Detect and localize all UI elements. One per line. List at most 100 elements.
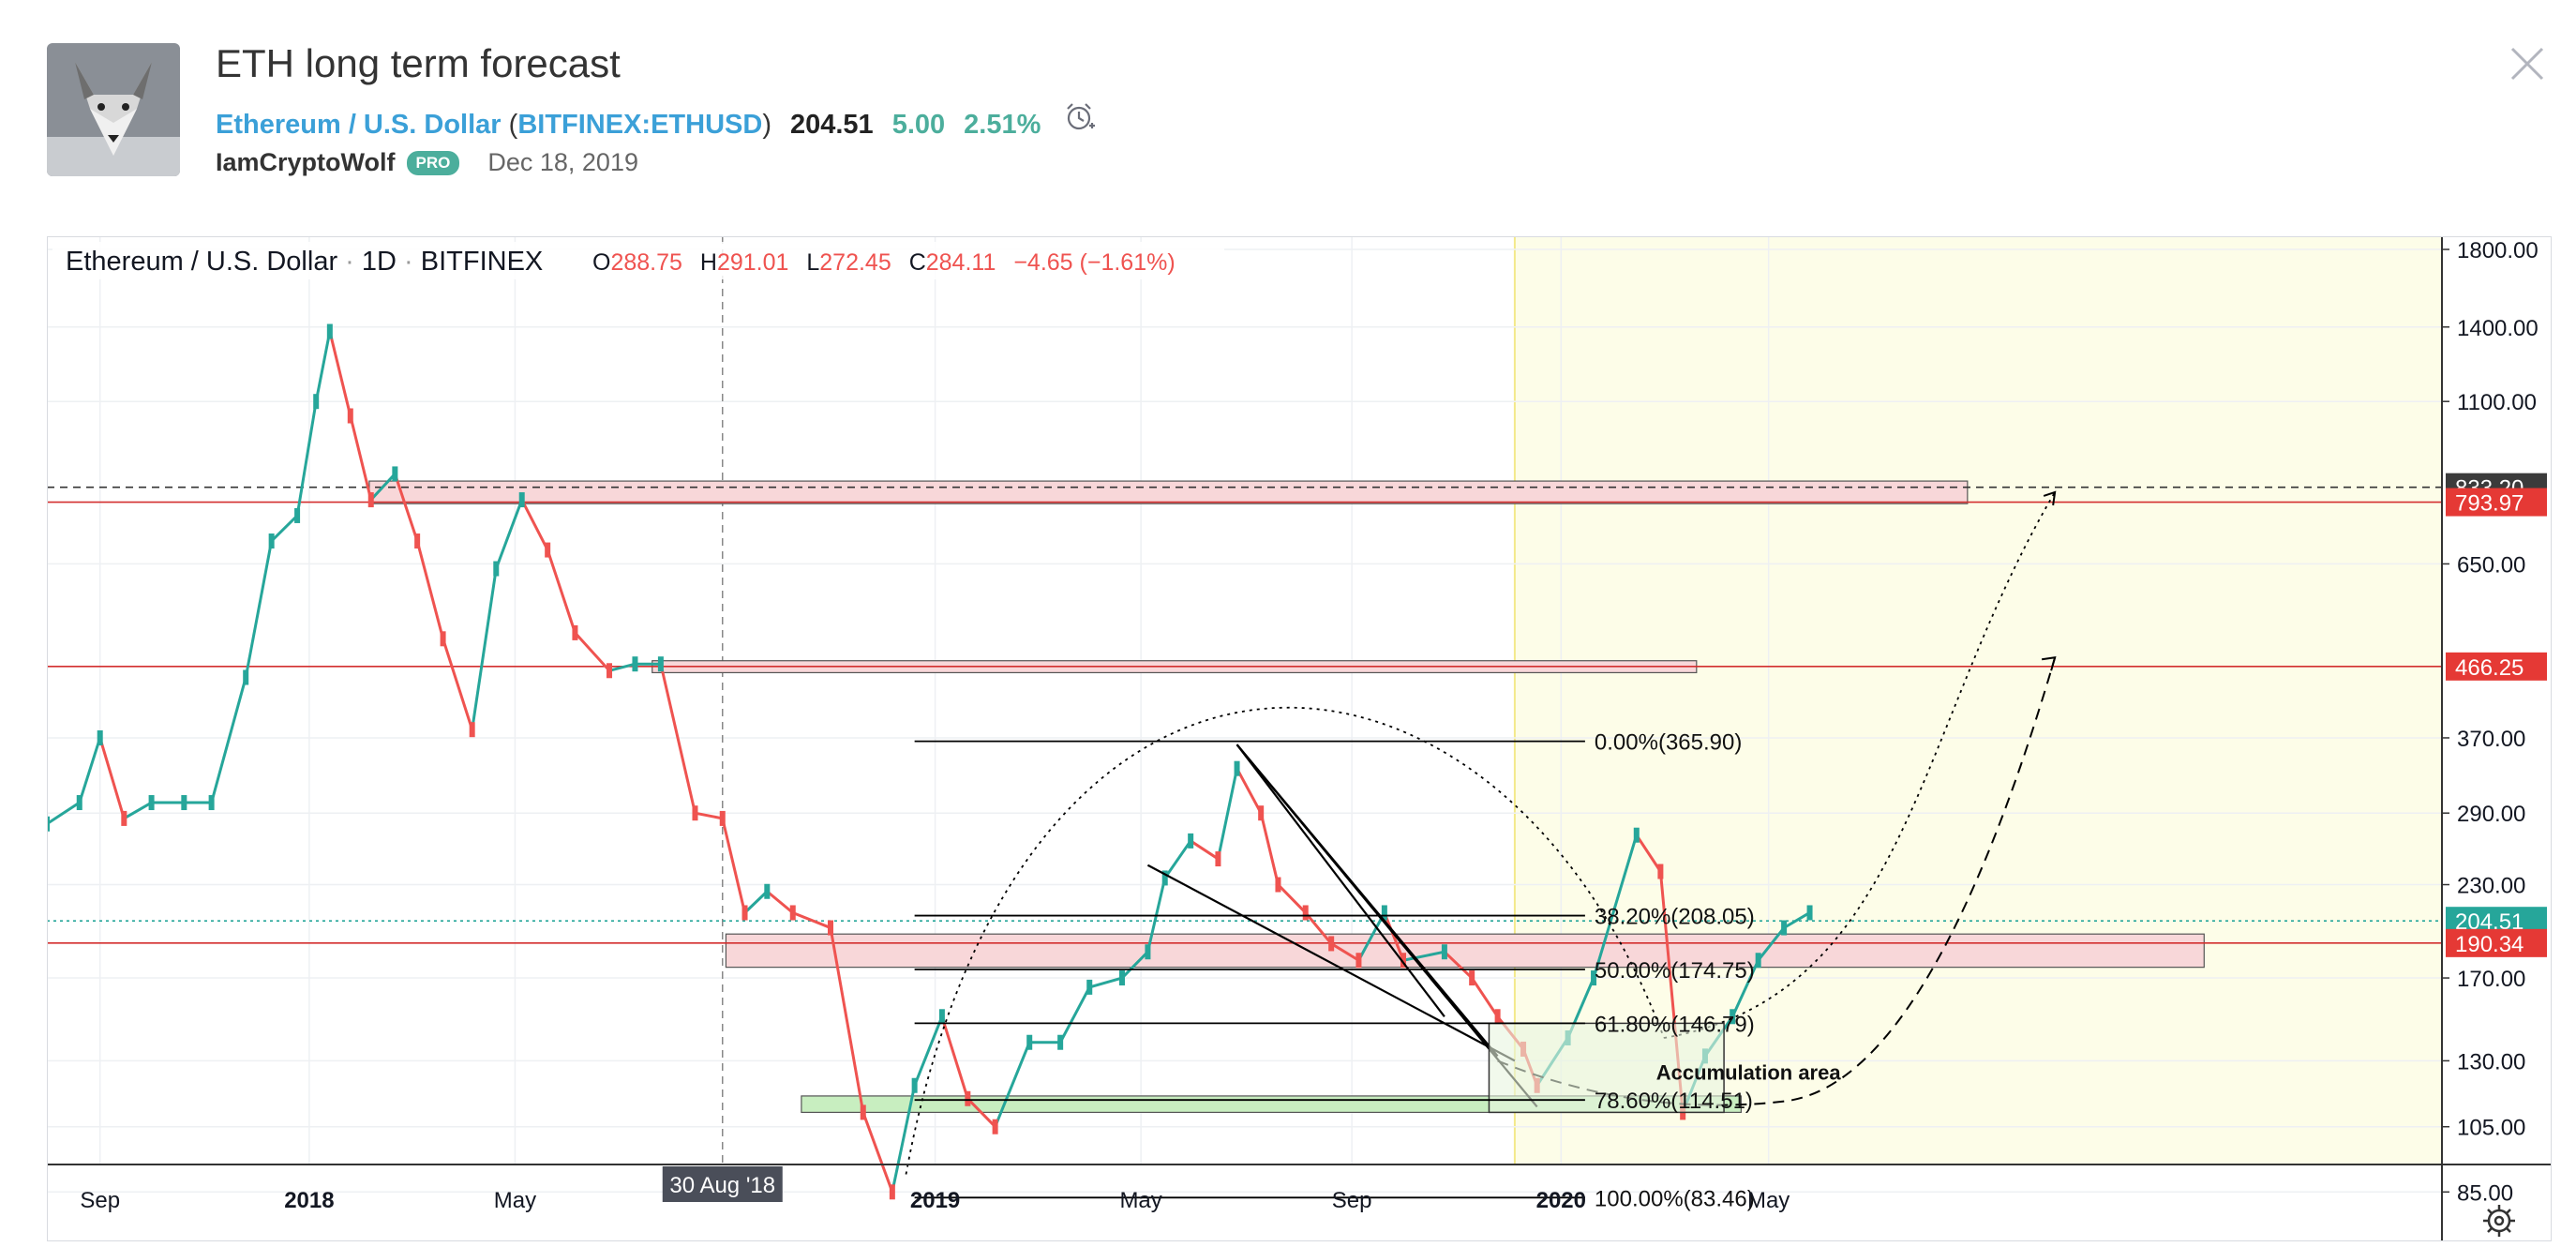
price-tag [2446, 488, 2547, 517]
y-tick-label: 130.00 [2457, 1049, 2525, 1074]
candle [1755, 953, 1761, 969]
legend-low: 272.45 [819, 249, 891, 276]
candle [268, 533, 275, 549]
chart-container[interactable]: Accumulation area 0.00%(365.90) 38.20%(20… [44, 235, 2553, 1247]
price-segment [1383, 911, 1405, 961]
candle [1086, 979, 1093, 995]
candle [414, 533, 421, 549]
candle [1400, 953, 1406, 969]
price-segment [369, 473, 397, 502]
price-tag [2446, 928, 2547, 957]
price-segment [1236, 767, 1263, 814]
candle [243, 669, 249, 685]
candle [1188, 833, 1194, 849]
candle [208, 795, 215, 811]
candle [607, 663, 613, 679]
candle [493, 561, 500, 577]
price-segment [1730, 959, 1760, 1017]
zone-support-190 [725, 933, 2205, 969]
svg-text:O288.75 H291.01: O288.75 H291.01 L272.45 C284.11 −4.65 (−… [592, 249, 1176, 276]
legend-interval: 1D [362, 247, 397, 277]
legend-symbol: Ethereum / U.S. Dollar [66, 247, 337, 277]
price-segment [1783, 911, 1811, 929]
legend-exchange: BITFINEX [421, 247, 544, 277]
alarm-clock-icon[interactable] [1063, 101, 1097, 141]
price-segment [314, 331, 332, 402]
candle [860, 1104, 866, 1120]
candle [181, 795, 187, 811]
candle [1026, 1034, 1033, 1050]
fib-level-label: 78.60%(114.51) [1595, 1089, 1753, 1114]
price-segment [1330, 942, 1360, 962]
idea-title: ETH long term forecast [216, 41, 621, 85]
author-row: IamCryptoWolf PRO Dec 18, 2019 [216, 148, 638, 177]
price-chart[interactable]: Accumulation area 0.00%(365.90) 38.20%(20… [44, 235, 2553, 1247]
symbol-name[interactable]: Ethereum / U.S. Dollar [216, 110, 502, 140]
candle [392, 466, 398, 482]
fib-level-label: 100.00%(83.46) [1595, 1186, 1755, 1211]
candle [1381, 905, 1387, 921]
candle [657, 656, 664, 672]
close-icon[interactable] [2501, 38, 2554, 90]
price-segment [295, 400, 318, 517]
price-change-percent: 2.51% [964, 110, 1041, 140]
price-segment [415, 540, 445, 639]
price-segment [270, 514, 299, 543]
author-name[interactable]: IamCryptoWolf [216, 148, 396, 176]
price-segment [891, 1085, 917, 1193]
price-segment [574, 631, 611, 672]
price-segment [1635, 834, 1662, 873]
dashed-trend-line [1236, 744, 1538, 1108]
y-tick-label: 230.00 [2457, 874, 2525, 899]
price-segment [1216, 768, 1239, 860]
symbol-ticker[interactable]: BITFINEX:ETHUSD [517, 110, 763, 140]
candle [1494, 1009, 1501, 1025]
price-segment [349, 415, 373, 501]
price-segment [98, 737, 126, 819]
candle [719, 810, 726, 826]
forecast-region [1514, 236, 2442, 1164]
price-segment [861, 1111, 894, 1193]
price-segment [494, 499, 524, 570]
price-segment [1088, 976, 1123, 989]
candle [1806, 905, 1813, 921]
price-segment [1402, 950, 1445, 962]
candle [148, 795, 155, 811]
candle [1633, 827, 1640, 843]
fib-level-label: 50.00%(174.75) [1595, 958, 1755, 984]
candle [469, 722, 475, 738]
publish-date: Dec 18, 2019 [487, 148, 638, 176]
symbol-link[interactable]: Ethereum / U.S. Dollar (BITFINEX:ETHUSD) [216, 110, 771, 140]
price-segment [743, 890, 769, 914]
price-segment [1443, 951, 1474, 980]
price-segment [1304, 911, 1333, 945]
price-segment [1058, 986, 1091, 1044]
y-tick-label: 1100.00 [2457, 390, 2537, 415]
price-segment [244, 540, 274, 678]
price-segment [123, 801, 153, 820]
accumulation-label: Accumulation area [1656, 1061, 1842, 1085]
candle [965, 1090, 971, 1106]
x-tick-label: Sep [1332, 1188, 1372, 1213]
author-avatar[interactable] [47, 43, 180, 176]
gear-icon[interactable] [2483, 1205, 2515, 1237]
legend-l-label: L [806, 249, 819, 276]
forecast-arrow-head [2041, 656, 2057, 671]
price-segment [829, 927, 865, 1113]
candle [1145, 944, 1151, 960]
x-tick-label: 2018 [284, 1188, 334, 1213]
price-segment [659, 663, 696, 814]
price-segment [1190, 839, 1220, 861]
y-tick-label: 1400.00 [2457, 316, 2539, 341]
price-segment [1357, 911, 1386, 961]
price-segment [210, 677, 247, 804]
price-tag [2446, 652, 2547, 681]
candle [889, 1184, 895, 1200]
candle [1781, 920, 1788, 936]
x-tick-label: May [494, 1188, 536, 1213]
candle [572, 624, 578, 640]
idea-header: ETH long term forecast Ethereum / U.S. D… [0, 0, 2576, 225]
price-segment [994, 1042, 1031, 1128]
wedge-lower-line [1146, 864, 1516, 1062]
legend-high: 291.01 [717, 249, 788, 276]
